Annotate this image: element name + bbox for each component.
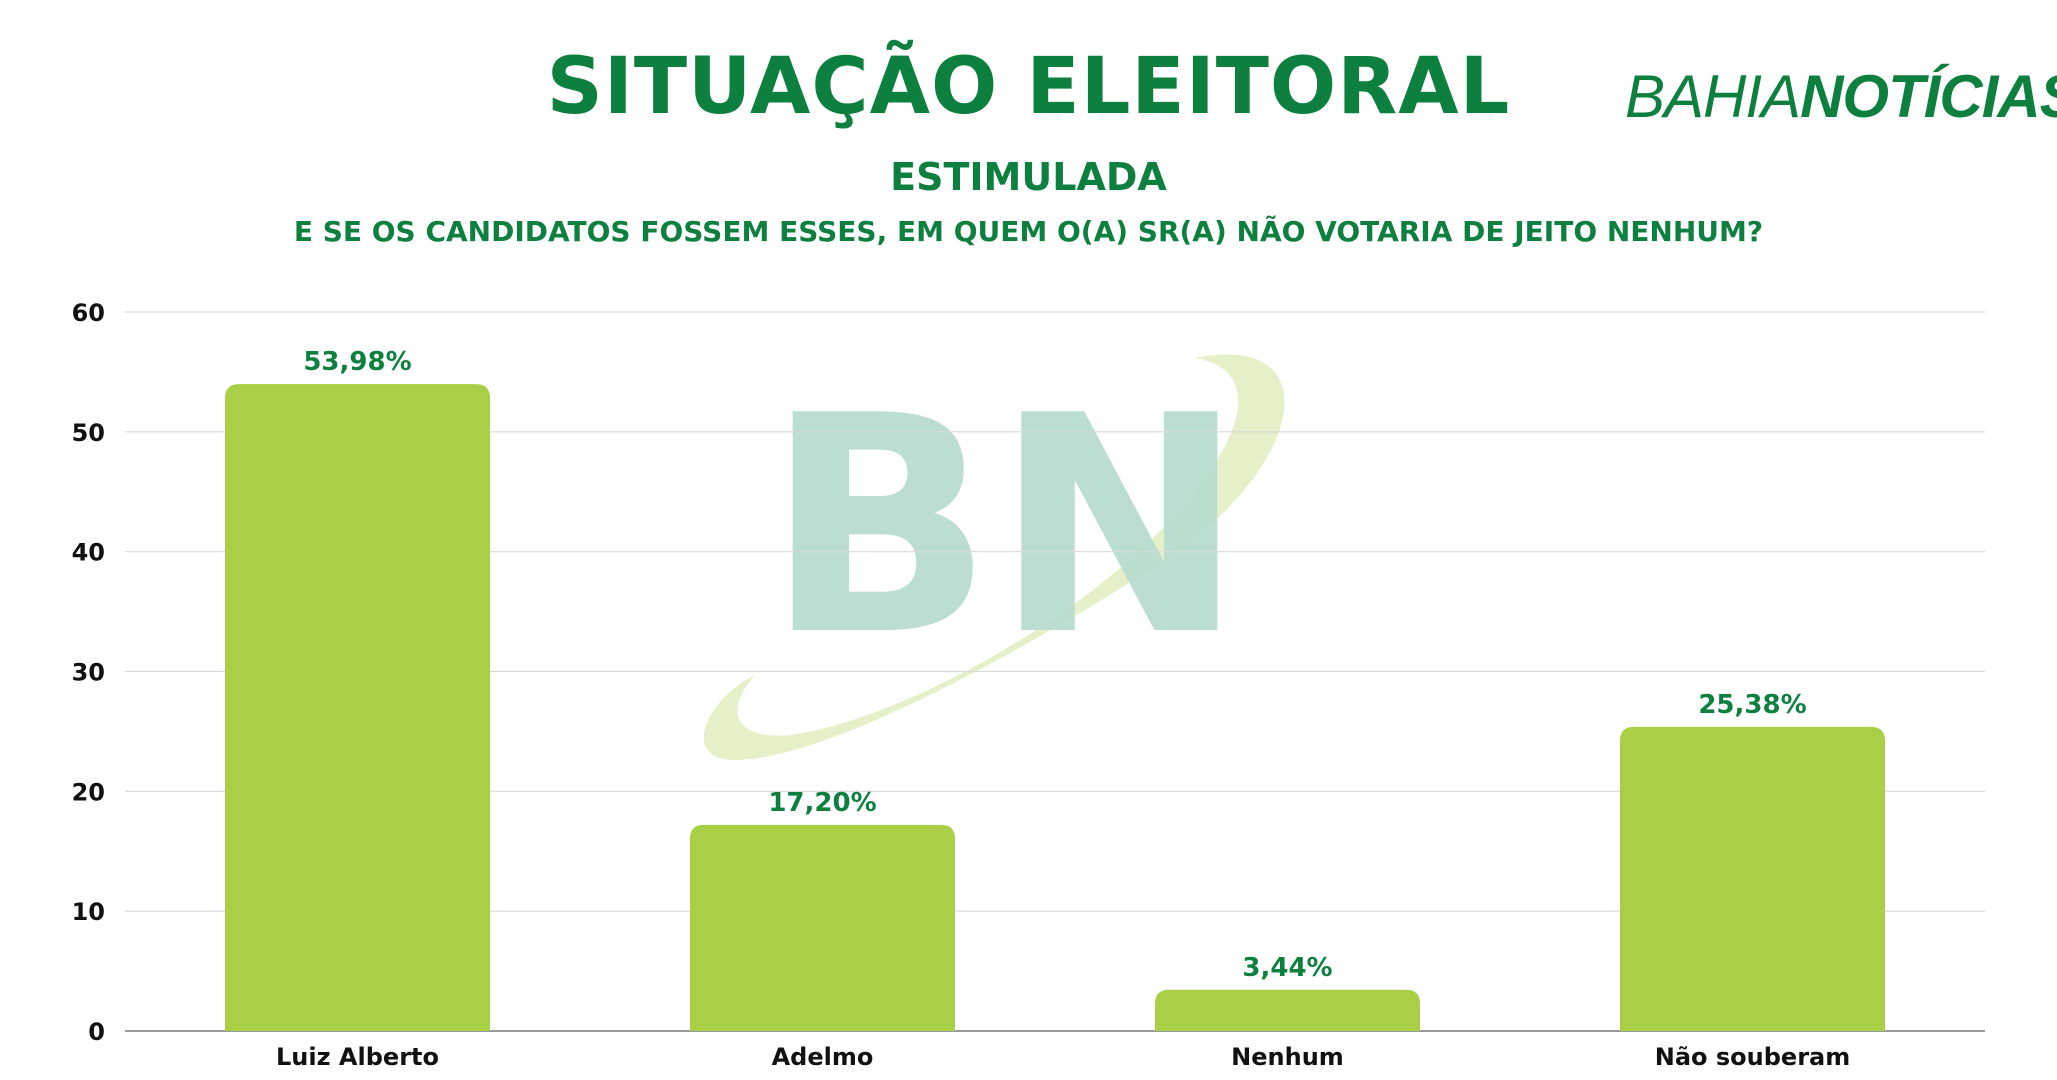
data-label: 17,20% <box>768 788 876 818</box>
y-tick-label: 10 <box>72 898 105 926</box>
x-axis: Luiz Alberto Adelmo Nenhum Não souberam <box>276 1043 1850 1071</box>
data-labels: 53,98% 17,20% 3,44% 25,38% <box>303 347 1806 983</box>
data-label: 25,38% <box>1698 690 1806 720</box>
watermark-text: BN <box>765 352 1245 701</box>
data-label: 53,98% <box>303 347 411 377</box>
bar-nenhum <box>1155 989 1420 1031</box>
y-tick-label: 20 <box>72 778 105 806</box>
y-tick-label: 30 <box>72 659 105 687</box>
y-tick-label: 50 <box>72 419 105 447</box>
survey-question: E SE OS CANDIDATOS FOSSEM ESSES, EM QUEM… <box>293 215 1764 248</box>
y-tick-label: 40 <box>72 539 105 567</box>
logo-text-noticias: NOTÍCIAS <box>1800 63 2057 130</box>
chart-subtitle: ESTIMULADA <box>890 155 1167 199</box>
bn-watermark: BN <box>703 352 1285 760</box>
x-category-label: Não souberam <box>1655 1043 1850 1071</box>
logo-text-bahia: BAHIA <box>1625 63 1801 130</box>
x-category-label: Adelmo <box>772 1043 874 1071</box>
y-axis: 0 10 20 30 40 50 60 <box>72 299 105 1046</box>
bar-luiz-alberto <box>225 384 490 1032</box>
x-category-label: Luiz Alberto <box>276 1043 439 1071</box>
y-tick-label: 0 <box>88 1018 105 1046</box>
watermark-swoosh <box>703 354 1285 760</box>
bar-adelmo <box>690 824 955 1031</box>
bahia-noticias-logo: BAHIANOTÍCIAS <box>1625 62 2057 131</box>
bar-n-o-souberam <box>1620 726 1885 1031</box>
chart-title: SITUAÇÃO ELEITORAL <box>546 42 1511 132</box>
x-category-label: Nenhum <box>1231 1043 1344 1071</box>
data-label: 3,44% <box>1242 953 1332 983</box>
y-tick-label: 60 <box>72 299 105 327</box>
bars <box>225 384 1885 1032</box>
